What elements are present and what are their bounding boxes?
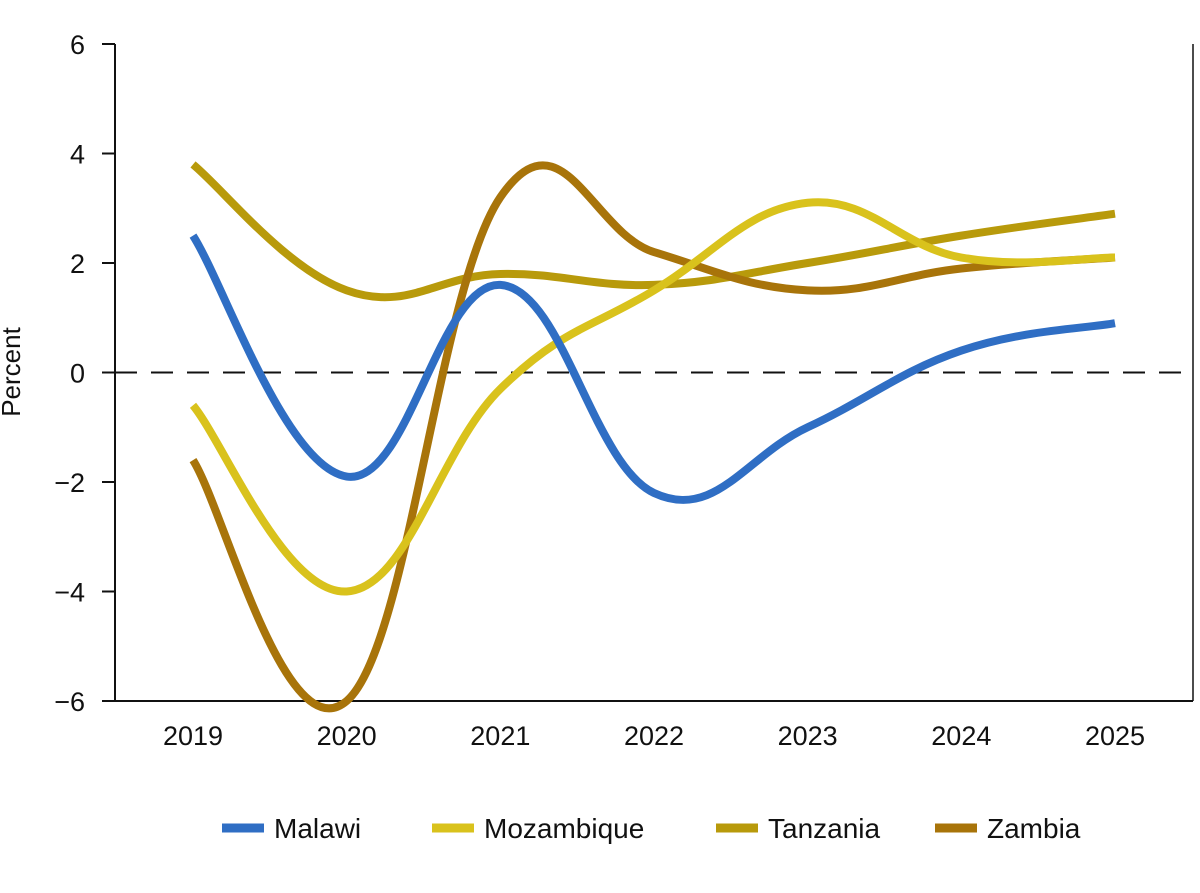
x-tick-label: 2025 (1085, 721, 1145, 751)
y-axis-label: Percent (0, 326, 26, 416)
series-line-mozambique (189, 198, 1116, 596)
series-line-malawi (189, 233, 1116, 504)
legend: Malawi Mozambique Tanzania Zambia (222, 813, 1081, 844)
legend-label: Zambia (987, 813, 1081, 844)
y-tick-label: −4 (54, 578, 85, 608)
legend-label: Tanzania (768, 813, 881, 844)
series-lines (189, 161, 1116, 713)
x-tick-label: 2020 (317, 721, 377, 751)
y-tick-label: 6 (70, 30, 85, 60)
axes: −6 −4 −2 0 2 4 6 2019 2020 2021 2022 2023 2024 2025 (54, 30, 1194, 751)
legend-label: Malawi (274, 813, 361, 844)
x-tick-label: 2021 (470, 721, 530, 751)
x-tick-label: 2022 (624, 721, 684, 751)
x-tick-label: 2019 (163, 721, 223, 751)
series-line-tanzania (190, 161, 1116, 302)
x-tick-label: 2023 (778, 721, 838, 751)
y-tick-label: 2 (70, 249, 85, 279)
series-line-zambia (189, 161, 1116, 713)
y-tick-label: 0 (70, 359, 85, 389)
legend-label: Mozambique (484, 813, 644, 844)
y-tick-label: −6 (54, 687, 85, 717)
y-tick-label: 4 (70, 140, 85, 170)
y-tick-label: −2 (54, 468, 85, 498)
x-tick-label: 2024 (931, 721, 991, 751)
